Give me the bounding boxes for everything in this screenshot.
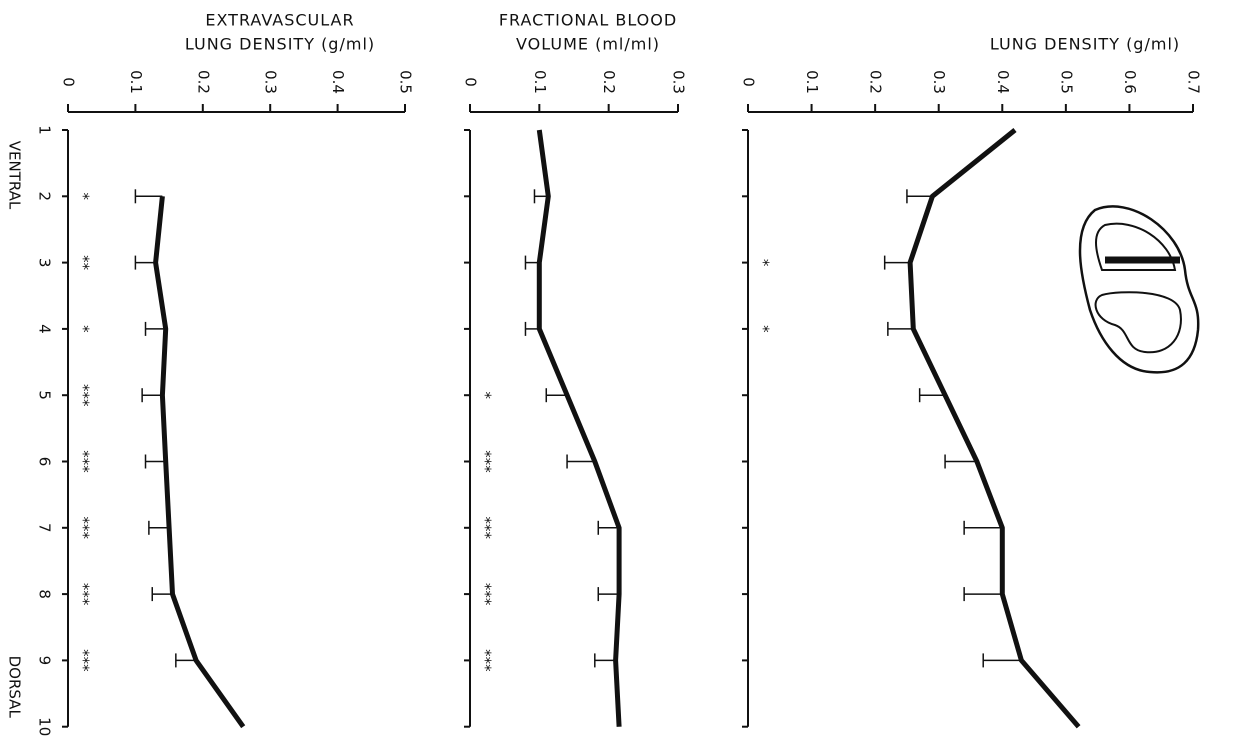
error-bar [963,520,1003,535]
chart-title: LUNG DENSITY (g/ml) [185,35,375,54]
y-tick-label: 0.3 [930,70,948,94]
error-bar [524,255,540,270]
category-end-label: DORSAL [6,656,24,719]
y-tick-label: 0.2 [600,70,618,94]
chart-title: EXTRAVASCULAR [205,11,354,30]
chart-title: LUNG DENSITY (g/ml) [990,35,1180,54]
significance: * [477,391,495,399]
error-bar [134,255,156,270]
category-end-label: VENTRAL [6,141,24,210]
mean-line [153,196,246,729]
y-tick-label: 0.5 [1057,70,1075,94]
y-tick-label: 0 [60,77,78,87]
significance: *** [75,450,93,473]
x-tick-label: 9 [36,656,54,666]
error-bar [883,255,911,270]
significance: *** [75,517,93,540]
x-tick-label: 2 [36,192,54,202]
chart-title: VOLUME (ml/ml) [516,35,660,54]
y-tick-label: 0.2 [867,70,885,94]
y-tick-label: 0.6 [1121,70,1139,94]
y-tick-label: 0.1 [531,70,549,94]
y-tick-label: 0.4 [329,70,347,94]
error-bar [533,189,549,204]
y-tick-label: 0.5 [397,70,415,94]
error-bar [944,454,977,469]
error-bar [982,653,1022,668]
mean-line [536,129,622,727]
y-tick-label: 0.1 [803,70,821,94]
error-bar [597,520,620,535]
significance: *** [477,649,495,672]
significance: * [755,325,773,333]
x-tick-label: 6 [36,457,54,467]
error-bar [144,321,166,336]
y-tick-label: 0 [462,77,480,87]
significance: ** [75,255,93,271]
error-bar [545,388,568,403]
y-tick-label: 0 [740,77,758,87]
significance: *** [75,384,93,407]
error-bar [566,454,595,469]
x-tick-label: 7 [36,523,54,533]
error-bar [887,321,914,336]
error-bar [524,321,540,336]
significance: * [75,193,93,201]
lung-icon [1078,205,1200,374]
significance: *** [75,649,93,672]
significance: *** [477,583,495,606]
significance: * [75,325,93,333]
significance: *** [75,583,93,606]
x-tick-label: 1 [36,125,54,135]
mean-line [907,128,1081,729]
y-tick-label: 0.3 [262,70,280,94]
x-tick-label: 8 [36,589,54,599]
y-tick-label: 0.4 [994,70,1012,94]
x-tick-label: 10 [36,717,54,736]
x-tick-label: 3 [36,258,54,268]
error-bar [148,520,170,535]
error-bar [141,388,163,403]
error-bar [597,587,620,602]
significance: *** [477,517,495,540]
chart-title: FRACTIONAL BLOOD [499,11,677,30]
error-bar [906,189,933,204]
error-bar [918,388,946,403]
error-bar [134,189,163,204]
error-bar [144,454,166,469]
y-tick-label: 0.1 [127,70,145,94]
error-bar [175,653,197,668]
significance: * [755,259,773,267]
error-bar [594,653,616,668]
y-tick-label: 0.3 [670,70,688,94]
y-tick-label: 0.2 [194,70,212,94]
x-tick-label: 4 [36,324,54,334]
error-bar [963,587,1003,602]
significance: *** [477,450,495,473]
x-tick-label: 5 [36,390,54,400]
y-tick-label: 0.7 [1185,70,1203,94]
error-bar [151,587,173,602]
